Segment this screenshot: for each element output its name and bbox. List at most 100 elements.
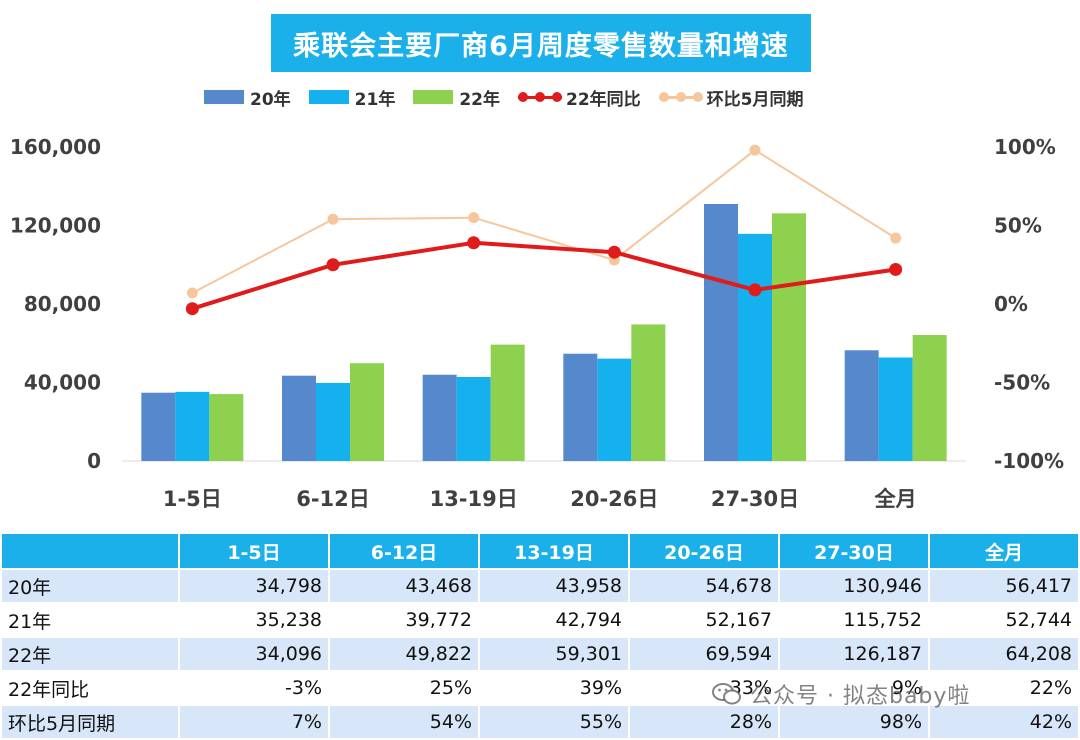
table-cell: 33% bbox=[628, 670, 780, 706]
legend-label-22: 22年 bbox=[459, 89, 501, 110]
bar bbox=[597, 358, 632, 461]
bar bbox=[316, 382, 350, 461]
y-right-tick-label: 0% bbox=[994, 292, 1028, 316]
table-cell: 49,822 bbox=[328, 636, 480, 672]
bar bbox=[631, 324, 666, 461]
chart-plot: 0 40,000 80,000 120,000 160,000 -100% -50% 0% 50… bbox=[10, 135, 1064, 511]
bar bbox=[772, 213, 806, 461]
y-right-tick-label: 50% bbox=[994, 214, 1042, 238]
legend-label-21: 21年 bbox=[354, 89, 396, 110]
legend-item-mom: 环比5月同期 bbox=[658, 85, 804, 110]
bar bbox=[844, 350, 879, 461]
legend-swatch-22 bbox=[413, 90, 454, 104]
legend-label-yoy22: 22年同比 bbox=[566, 89, 641, 110]
wechat-icon bbox=[712, 683, 741, 705]
series-line bbox=[191, 149, 897, 294]
legend-swatch-21 bbox=[308, 90, 349, 104]
table-cell: 22% bbox=[928, 670, 1080, 706]
table-row-label: 环比5月同期 bbox=[0, 704, 180, 740]
table-cell: 52,167 bbox=[628, 602, 780, 638]
legend-swatch-20 bbox=[204, 90, 244, 104]
data-point bbox=[186, 287, 198, 299]
table-cell: 9% bbox=[778, 670, 930, 706]
y-left-tick-label: 0 bbox=[87, 449, 101, 473]
bar bbox=[738, 233, 772, 461]
table-cell: 115,752 bbox=[778, 602, 930, 638]
bar bbox=[490, 344, 525, 461]
x-tick-label: 6-12日 bbox=[296, 487, 370, 511]
y-right-tick-label: 100% bbox=[994, 135, 1056, 159]
x-tick-label: 全月 bbox=[874, 487, 917, 511]
data-point bbox=[749, 144, 761, 156]
legend-label-20: 20年 bbox=[250, 89, 291, 110]
x-tick-label: 13-19日 bbox=[430, 487, 518, 511]
table-header-cell: 13-19日 bbox=[478, 532, 630, 570]
table-cell: 56,417 bbox=[928, 568, 1080, 604]
data-point bbox=[607, 245, 621, 259]
table-cell: 54,678 bbox=[628, 568, 780, 604]
table-cell: 39% bbox=[478, 670, 630, 706]
table-header-cell: 20-26日 bbox=[628, 532, 780, 570]
table-header-cell: 全月 bbox=[928, 532, 1080, 570]
table-cell: 126,187 bbox=[778, 636, 930, 672]
table-header-cell: 6-12日 bbox=[328, 532, 480, 570]
table-cell: 59,301 bbox=[478, 636, 630, 672]
table-cell: 25% bbox=[328, 670, 480, 706]
series-line bbox=[191, 240, 896, 311]
data-point bbox=[327, 213, 339, 225]
watermark: 公众号 · 拟态baby啦 bbox=[712, 676, 970, 712]
table-cell: 34,798 bbox=[178, 568, 330, 604]
data-point bbox=[889, 262, 903, 276]
table-row-label: 21年 bbox=[0, 602, 180, 638]
table-cell: 39,772 bbox=[328, 602, 480, 638]
bar bbox=[209, 394, 244, 461]
bar bbox=[422, 374, 457, 461]
bar bbox=[141, 392, 176, 461]
bar bbox=[175, 391, 210, 461]
table-cell: 52,744 bbox=[928, 602, 1080, 638]
table-cell: 54% bbox=[328, 704, 480, 740]
table-cell: 55% bbox=[478, 704, 630, 740]
legend-item-21: 21年 bbox=[308, 85, 396, 110]
watermark-text: 公众号 · 拟态baby啦 bbox=[750, 684, 971, 709]
table-row: 20年 34,798 43,468 43,958 54,678 130,946 … bbox=[0, 568, 1080, 604]
legend-item-22: 22年 bbox=[413, 85, 500, 110]
y-left-tick-label: 80,000 bbox=[24, 292, 101, 316]
data-table: 1-5日 6-12日 13-19日 20-26日 27-30日 全月 20年 3… bbox=[0, 532, 1080, 740]
legend-item-20: 20年 bbox=[204, 85, 291, 110]
table-cell: -3% bbox=[178, 670, 330, 706]
table-row-label: 22年 bbox=[0, 636, 180, 672]
x-tick-label: 27-30日 bbox=[711, 487, 799, 511]
table-cell: 35,238 bbox=[178, 602, 330, 638]
table-row: 22年 34,096 49,822 59,301 69,594 126,187 … bbox=[0, 636, 1080, 672]
data-point bbox=[467, 236, 481, 250]
bar bbox=[563, 353, 598, 461]
table-cell: 64,208 bbox=[928, 636, 1080, 672]
y-right-tick-label: -100% bbox=[994, 449, 1064, 473]
chart-legend: 20年 21年 22年 22年同比 环比5月 bbox=[204, 84, 822, 110]
data-point bbox=[468, 212, 480, 224]
table-row-label: 20年 bbox=[0, 568, 180, 604]
table-header-cell bbox=[0, 532, 180, 570]
table-row-label: 22年同比 bbox=[0, 670, 180, 706]
table-cell: 43,468 bbox=[328, 568, 480, 604]
table-cell: 98% bbox=[778, 704, 930, 740]
bar bbox=[912, 334, 947, 461]
table-cell: 42% bbox=[928, 704, 1080, 740]
table-cell: 130,946 bbox=[778, 568, 930, 604]
legend-line-yoy22 bbox=[518, 90, 563, 104]
legend-label-mom: 环比5月同期 bbox=[706, 89, 804, 110]
legend-item-yoy22: 22年同比 bbox=[518, 85, 641, 110]
y-left-tick-label: 120,000 bbox=[10, 214, 101, 238]
y-left-tick-label: 160,000 bbox=[10, 135, 101, 159]
bar bbox=[456, 377, 491, 461]
table-header-cell: 1-5日 bbox=[178, 532, 330, 570]
bar bbox=[350, 363, 384, 461]
y-left-tick-label: 40,000 bbox=[24, 371, 101, 395]
bar bbox=[704, 204, 738, 461]
data-point bbox=[890, 232, 902, 244]
table-cell: 7% bbox=[178, 704, 330, 740]
table-cell: 28% bbox=[628, 704, 780, 740]
data-point bbox=[326, 258, 340, 272]
